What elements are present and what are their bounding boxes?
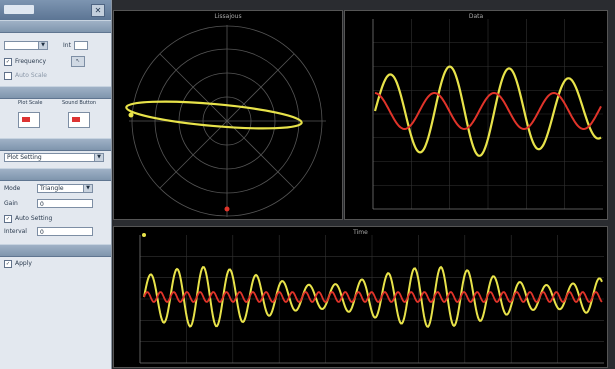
polar-marker-left bbox=[128, 112, 134, 118]
param-mode-row: Mode Triangle ▼ bbox=[4, 183, 93, 194]
zoom-input[interactable] bbox=[73, 41, 88, 50]
section-header-4 bbox=[0, 168, 111, 181]
param-auto-checkbox[interactable]: ✓ bbox=[4, 214, 12, 223]
lissajous-trace bbox=[125, 100, 303, 130]
auto-scale-row: Auto Scale bbox=[4, 70, 47, 81]
polar-marker-bottom bbox=[224, 206, 230, 212]
panel-title-bar: ✕ bbox=[0, 0, 111, 20]
param-mode-label: Mode bbox=[4, 185, 21, 192]
sound-control[interactable] bbox=[68, 112, 90, 128]
waveform-trace-red bbox=[374, 91, 602, 131]
frequency-label: Frequency bbox=[15, 58, 46, 65]
frequency-row: ✓ Frequency ↖ bbox=[4, 56, 85, 67]
apply-label: Apply bbox=[15, 260, 32, 267]
param-gain-label: Gain bbox=[4, 200, 18, 207]
strip-chart-title: Time bbox=[353, 229, 368, 236]
param-mode-select[interactable]: Triangle ▼ bbox=[37, 184, 93, 193]
control-panel: ✕ ▼ Int ✓ Frequency ↖ Auto Scale Plot Sc… bbox=[0, 0, 112, 369]
waveform-plot-canvas bbox=[372, 19, 603, 210]
plot-scale-heading: Plot Scale bbox=[18, 100, 43, 106]
plot-scale-control[interactable] bbox=[18, 112, 40, 128]
chevron-down-icon: ▼ bbox=[94, 154, 103, 161]
strip-marker bbox=[142, 233, 146, 237]
frequency-button[interactable]: ↖ bbox=[71, 56, 85, 67]
strip-chart-panel[interactable]: Time bbox=[113, 226, 608, 368]
zoom-row: ▼ Int bbox=[4, 40, 88, 51]
section-header-1 bbox=[0, 20, 111, 33]
param-auto-label: Auto Setting bbox=[15, 215, 53, 222]
auto-scale-label: Auto Scale bbox=[15, 72, 47, 79]
sound-button-heading: Sound Button bbox=[62, 100, 97, 106]
bottom-check-row: ✓ Apply bbox=[4, 258, 32, 269]
param-interval-input[interactable]: 0 bbox=[37, 227, 93, 236]
chevron-down-icon: ▼ bbox=[38, 42, 47, 49]
param-interval-label: Interval bbox=[4, 228, 27, 235]
zoom-select[interactable]: ▼ bbox=[4, 41, 48, 50]
param-gain-input[interactable]: 0 bbox=[37, 199, 93, 208]
mode-select[interactable]: Plot Setting ▼ bbox=[4, 153, 104, 162]
auto-scale-checkbox[interactable] bbox=[4, 71, 12, 80]
polar-plot-canvas bbox=[125, 25, 326, 217]
strip-trace-red bbox=[143, 290, 603, 304]
polar-plot-panel[interactable]: Lissajous bbox=[113, 10, 343, 220]
waveform-plot-panel[interactable]: Data bbox=[344, 10, 608, 220]
strip-chart-canvas bbox=[139, 233, 604, 364]
waveform-plot-title: Data bbox=[468, 13, 484, 20]
waveform-trace-yellow bbox=[373, 65, 602, 157]
close-icon[interactable]: ✕ bbox=[91, 4, 105, 17]
section-header-5 bbox=[0, 244, 111, 257]
chevron-down-icon: ▼ bbox=[83, 185, 92, 192]
section-header-3 bbox=[0, 138, 111, 151]
polar-plot-title: Lissajous bbox=[214, 13, 242, 20]
param-gain-row: Gain 0 bbox=[4, 198, 93, 209]
frequency-checkbox[interactable]: ✓ bbox=[4, 57, 12, 66]
param-auto-row: ✓ Auto Setting bbox=[4, 213, 52, 224]
panel-logo bbox=[4, 5, 34, 14]
param-interval-row: Interval 0 bbox=[4, 226, 93, 237]
section-header-2 bbox=[0, 86, 111, 99]
strip-trace-yellow bbox=[143, 265, 603, 329]
mode-row: Plot Setting ▼ bbox=[4, 152, 104, 163]
apply-checkbox[interactable]: ✓ bbox=[4, 259, 12, 268]
zoom-label: Int bbox=[63, 42, 71, 49]
